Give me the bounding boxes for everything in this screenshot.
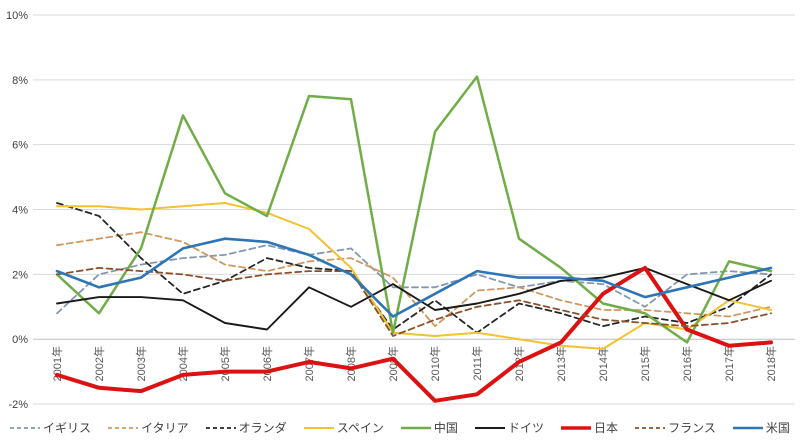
legend-line-sample-china	[400, 426, 431, 430]
legend-label-china: 中国	[433, 421, 458, 435]
legend-item-uk[interactable]: イギリス	[10, 422, 91, 434]
y-axis-label-2%: 2%	[12, 269, 28, 281]
legend-item-usa[interactable]: 米国	[732, 421, 790, 435]
series-line-france	[56, 266, 772, 337]
legend-item-italy[interactable]: イタリア	[108, 422, 189, 434]
legend-label-france: フランス	[668, 421, 716, 435]
x-axis-label-2016年: 2016年	[680, 346, 694, 381]
x-axis-label-2008年: 2008年	[344, 346, 358, 381]
series-line-china	[55, 75, 773, 344]
legend-label-uk: イギリス	[43, 421, 92, 435]
legend-label-spain: スペイン	[336, 421, 384, 435]
plot-area: 10% 8% 6% 4% 2% 0% -2% 2001年 2002年 2003年 2004年 2005…	[6, 10, 795, 410]
legend-item-japan[interactable]: 日本	[561, 422, 618, 434]
x-axis-label-2006年: 2006年	[260, 346, 274, 381]
legend-line-sample-usa	[732, 426, 763, 430]
x-axis-label-2011年: 2011年	[470, 346, 484, 381]
y-axis-label-4%: 4%	[12, 205, 28, 217]
legend-line-sample-france	[635, 427, 666, 429]
y-axis-label-0%: 0%	[12, 334, 28, 346]
legend-label-japan: 日本	[594, 421, 619, 435]
series-line-usa	[55, 237, 773, 318]
series-line-netherlands	[56, 202, 772, 334]
legend-label-germany: ドイツ	[507, 421, 544, 435]
legend-item-france[interactable]: フランス	[635, 422, 716, 434]
legend-label-italy: イタリア	[141, 421, 189, 435]
legend-line-sample-italy	[108, 427, 139, 429]
series-line-uk	[56, 244, 772, 315]
y-axis-label--2%: -2%	[8, 399, 28, 410]
x-axis-label-2010年: 2010年	[428, 346, 442, 381]
y-axis-label-6%: 6%	[12, 140, 28, 152]
x-axis-label-2013年: 2013年	[554, 346, 568, 381]
y-axis-label-10%: 10%	[6, 10, 28, 22]
legend-line-sample-japan	[561, 426, 592, 430]
y-axis-label-8%: 8%	[12, 75, 28, 87]
legend-label-usa: 米国	[765, 421, 790, 435]
series-line-italy	[56, 231, 772, 328]
x-axis-label-2002年: 2002年	[92, 346, 106, 381]
legend-item-germany[interactable]: ドイツ	[474, 421, 544, 435]
legend-item-netherlands[interactable]: オランダ	[205, 421, 287, 435]
x-axis-label-2017年: 2017年	[722, 346, 736, 381]
legend-line-sample-spain	[303, 427, 334, 429]
x-axis-label-2014年: 2014年	[596, 346, 610, 381]
legend-line-sample-netherlands	[205, 427, 236, 429]
legend-line-sample-germany	[474, 427, 505, 429]
x-axis-label-2009年: 2009年	[386, 346, 400, 381]
chart-legend: イギリス イタリア オランダ スペイン 中国 ドイツ 日本 フランス 米国	[0, 422, 800, 434]
legend-label-netherlands: オランダ	[238, 421, 287, 435]
x-axis-label-2018年: 2018年	[764, 346, 778, 381]
legend-line-sample-uk	[10, 427, 40, 429]
x-axis-label-2001年: 2001年	[50, 346, 64, 381]
legend-item-china[interactable]: 中国	[400, 421, 458, 435]
series-line-japan	[55, 265, 773, 403]
x-axis-label-2015年: 2015年	[638, 346, 652, 381]
series-line-germany	[56, 266, 772, 331]
legend-item-spain[interactable]: スペイン	[303, 421, 384, 435]
x-axis-label-2003年: 2003年	[134, 346, 148, 381]
x-axis-label-2004年: 2004年	[176, 346, 190, 381]
x-axis-label-2005年: 2005年	[218, 346, 232, 381]
